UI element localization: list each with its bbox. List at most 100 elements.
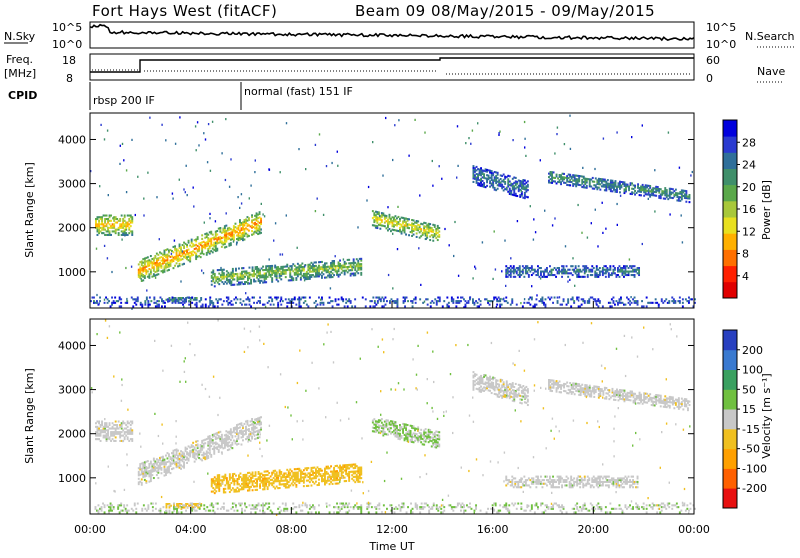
- freq-tick-bottom: 8: [66, 72, 73, 85]
- heatmap-cell: [227, 304, 229, 306]
- heatmap-cell: [396, 427, 398, 429]
- heatmap-cell: [223, 300, 225, 302]
- heatmap-cell: [432, 185, 433, 187]
- heatmap-cell: [515, 193, 517, 195]
- heatmap-cell: [244, 283, 246, 285]
- heatmap-cell: [223, 278, 225, 280]
- heatmap-cell: [625, 189, 627, 191]
- heatmap-cell: [107, 218, 109, 220]
- heatmap-cell: [250, 486, 252, 488]
- heatmap-cell: [107, 431, 109, 433]
- heatmap-cell: [232, 270, 234, 272]
- heatmap-cell: [303, 469, 305, 471]
- heatmap-cell: [668, 300, 670, 302]
- heatmap-cell: [574, 285, 575, 287]
- heatmap-cell: [101, 424, 103, 426]
- heatmap-cell: [504, 183, 506, 185]
- heatmap-cell: [354, 305, 356, 307]
- heatmap-cell: [637, 304, 639, 306]
- heatmap-cell: [625, 267, 627, 269]
- heatmap-cell: [511, 298, 513, 300]
- heatmap-cell: [606, 271, 608, 273]
- heatmap-cell: [176, 262, 178, 264]
- heatmap-cell: [457, 297, 459, 299]
- heatmap-cell: [251, 438, 253, 440]
- heatmap-cell: [605, 228, 606, 230]
- heatmap-cell: [507, 178, 509, 180]
- heatmap-cell: [113, 225, 115, 227]
- nsky-trace: [90, 25, 694, 40]
- heatmap-cell: [404, 231, 406, 233]
- heatmap-cell: [131, 230, 133, 232]
- heatmap-cell: [237, 480, 239, 482]
- heatmap-cell: [602, 202, 603, 204]
- heatmap-cell: [631, 182, 633, 184]
- heatmap-cell: [141, 484, 143, 486]
- heatmap-cell: [144, 275, 146, 277]
- heatmap-cell: [112, 438, 114, 440]
- heatmap-cell: [392, 287, 393, 289]
- heatmap-cell: [161, 469, 163, 471]
- heatmap-cell: [691, 298, 693, 300]
- heatmap-cell: [576, 298, 578, 300]
- heatmap-cell: [307, 305, 309, 307]
- heatmap-cell: [259, 227, 261, 229]
- heatmap-cell: [507, 302, 509, 304]
- heatmap-cell: [497, 172, 499, 174]
- heatmap-cell: [330, 465, 332, 467]
- heatmap-cell: [438, 236, 440, 238]
- heatmap-cell: [115, 429, 117, 431]
- heatmap-cell: [360, 268, 362, 270]
- heatmap-cell: [381, 422, 383, 424]
- heatmap-cell: [122, 218, 124, 220]
- heatmap-cell: [200, 256, 202, 258]
- heatmap-cell: [155, 277, 156, 279]
- heatmap-cell: [477, 302, 479, 304]
- heatmap-cell: [373, 418, 375, 420]
- heatmap-cell: [268, 300, 270, 302]
- nsearch-tick-top: 10^5: [706, 21, 736, 34]
- heatmap-cell: [397, 248, 398, 250]
- heatmap-cell: [488, 175, 490, 177]
- heatmap-cell: [578, 299, 579, 301]
- heatmap-cell: [315, 144, 316, 146]
- heatmap-cell: [122, 435, 124, 437]
- heatmap-cell: [399, 433, 401, 435]
- heatmap-cell: [305, 168, 306, 170]
- heatmap-cell: [138, 478, 140, 480]
- heatmap-cell: [131, 429, 133, 431]
- heatmap-cell: [167, 298, 169, 300]
- heatmap-cell: [489, 390, 491, 392]
- heatmap-cell: [124, 436, 126, 438]
- heatmap-cell: [259, 487, 261, 489]
- heatmap-cell: [180, 246, 182, 248]
- heatmap-cell: [108, 300, 110, 302]
- heatmap-cell: [685, 194, 687, 196]
- heatmap-cell: [344, 305, 346, 307]
- heatmap-cell: [628, 298, 630, 300]
- nave-label: Nave: [757, 65, 785, 78]
- heatmap-cell: [237, 273, 239, 275]
- heatmap-cell: [220, 485, 222, 487]
- heatmap-cell: [347, 305, 349, 307]
- heatmap-cell: [238, 434, 240, 436]
- heatmap-cell: [402, 432, 404, 434]
- heatmap-cell: [383, 298, 385, 300]
- heatmap-cell: [238, 268, 240, 270]
- heatmap-cell: [572, 257, 573, 259]
- heatmap-cell: [179, 116, 180, 118]
- heatmap-cell: [380, 298, 382, 300]
- heatmap-cell: [483, 182, 485, 184]
- nsky-tick-bottom: 10^0: [52, 38, 82, 51]
- heatmap-cell: [231, 435, 233, 437]
- heatmap-cell: [159, 238, 160, 240]
- heatmap-cell: [565, 245, 566, 247]
- heatmap-cell: [457, 165, 458, 167]
- heatmap-cell: [531, 297, 533, 299]
- heatmap-cell: [673, 298, 675, 300]
- heatmap-cell: [135, 214, 136, 216]
- heatmap-cell: [207, 161, 208, 163]
- heatmap-cell: [196, 297, 198, 299]
- heatmap-cell: [104, 229, 106, 231]
- heatmap-cell: [157, 470, 159, 472]
